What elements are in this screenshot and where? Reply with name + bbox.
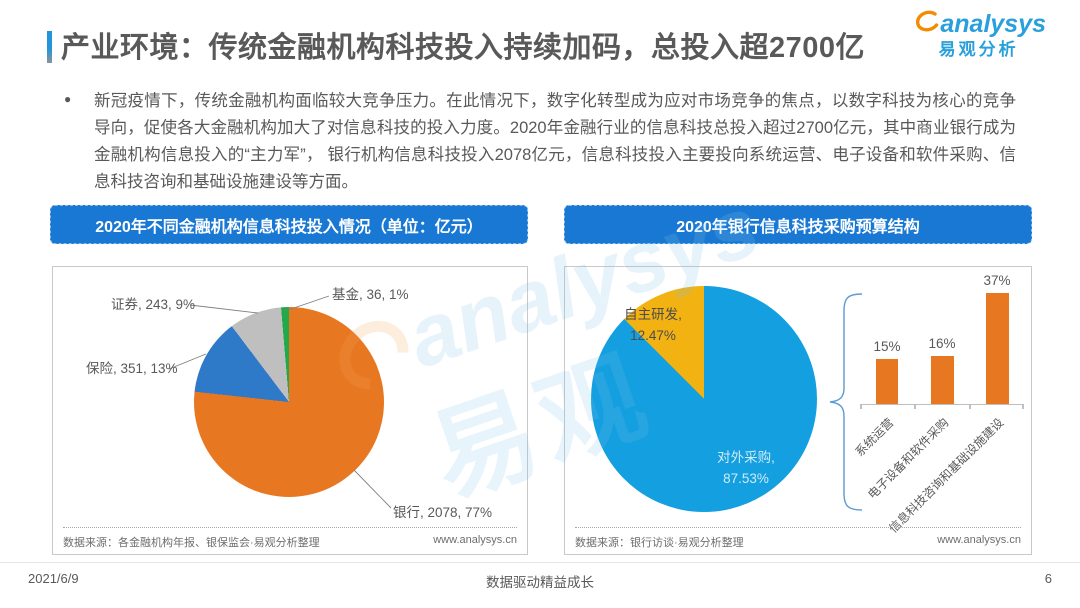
institutions-pie-chart (194, 307, 384, 497)
page-title: 产业环境：传统金融机构科技投入持续加码，总投入超2700亿 (61, 32, 866, 64)
left-website-text: www.analysys.cn (433, 534, 517, 546)
bar-system-operation (876, 359, 898, 404)
bullet-icon: ● (64, 92, 72, 106)
bar-axis-line (860, 404, 1023, 405)
bar-category-label-3: 信息科技咨询和基础设施建设 (886, 415, 1007, 536)
procurement-pie-chart (591, 286, 817, 512)
pie-label-securities: 证券, 243, 9% (111, 297, 196, 312)
pie-label-fund: 基金, 36, 1% (332, 287, 409, 302)
logo-brand-cn: 易观分析 (938, 39, 1019, 59)
axis-tick (914, 404, 916, 409)
pie-label-self-developed: 自主研发, 12.47% (624, 307, 682, 343)
bar-category-label-1: 系统运营 (852, 415, 897, 460)
logo-brand-text: analysys (940, 9, 1046, 38)
bar-equipment-software (931, 356, 954, 404)
axis-tick (1022, 404, 1024, 409)
intro-paragraph: 新冠疫情下，传统金融机构面临较大竞争压力。在此情况下，数字化转型成为应对市场竞争… (94, 92, 1016, 191)
left-chart-header: 2020年不同金融机构信息科技投入情况（单位：亿元） (50, 205, 528, 244)
axis-tick (860, 404, 862, 409)
pie-label-insurance: 保险, 351, 13% (86, 361, 178, 376)
bar-value-label-2: 16% (928, 336, 956, 351)
pie-label-external-procurement: 对外采购, 87.53% (717, 450, 775, 486)
bar-value-label-3: 37% (983, 273, 1011, 288)
logo-swirl-icon (911, 8, 939, 40)
pie-label-bank: 银行, 2078, 77% (393, 505, 493, 520)
footer-divider (0, 562, 1080, 563)
right-source-text: 数据来源：银行访谈·易观分析整理 (575, 537, 744, 549)
footer-slogan: 数据驱动精益成长 (486, 575, 594, 590)
left-chart-panel: 基金, 36, 1% 证券, 243, 9% 保险, 351, 13% 银行, … (52, 266, 528, 555)
footer-page-number: 6 (1044, 571, 1052, 586)
bar-consulting-infrastructure (986, 293, 1009, 404)
axis-tick (969, 404, 971, 409)
right-website-text: www.analysys.cn (937, 534, 1021, 546)
title-accent-bar (47, 31, 52, 63)
left-source-text: 数据来源：各金融机构年报、银保监会·易观分析整理 (63, 537, 320, 549)
footer-date: 2021/6/9 (28, 571, 79, 586)
bar-value-label-1: 15% (873, 339, 901, 354)
analysys-logo: analysys 易观分析 (911, 8, 1046, 59)
right-chart-header: 2020年银行信息科技采购预算结构 (564, 205, 1032, 244)
right-chart-panel: 自主研发, 12.47% 对外采购, 87.53% 15% 16% 37% (564, 266, 1032, 555)
